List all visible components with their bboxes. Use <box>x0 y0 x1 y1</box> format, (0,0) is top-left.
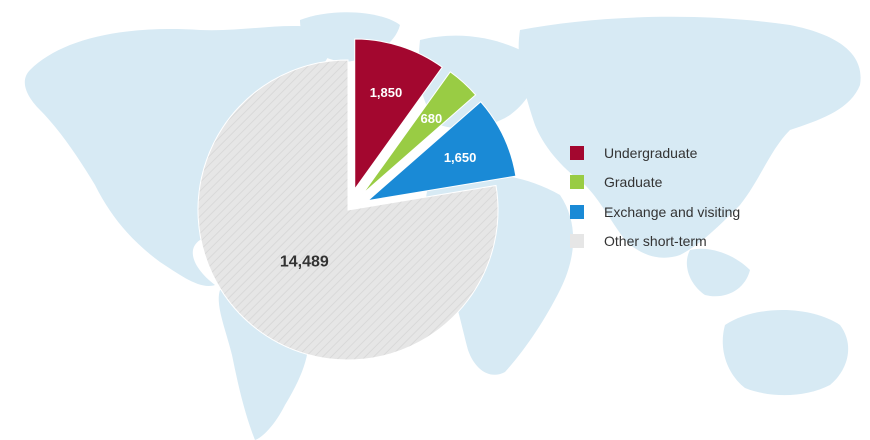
legend-label: Other short-term <box>604 233 707 250</box>
legend-item-undergraduate[interactable]: Undergraduate <box>570 138 740 168</box>
map-asia <box>518 16 861 258</box>
legend-swatch <box>570 175 584 190</box>
map-australia <box>722 310 849 396</box>
map-north-america <box>24 25 333 286</box>
pie-slice-graduate[interactable] <box>362 71 477 195</box>
map-southeast-asia <box>686 248 750 297</box>
legend-item-other-short-term[interactable]: Other short-term <box>570 227 740 257</box>
pie-slice-exchange-and-visiting[interactable] <box>366 101 517 202</box>
legend: Undergraduate Graduate Exchange and visi… <box>570 138 740 256</box>
data-label: 14,489 <box>280 253 329 270</box>
legend-swatch <box>570 234 584 249</box>
legend-item-graduate[interactable]: Graduate <box>570 168 740 198</box>
legend-label: Exchange and visiting <box>604 203 741 220</box>
pie-slice-other-short-term[interactable] <box>197 59 499 361</box>
legend-label: Undergraduate <box>604 144 698 161</box>
legend-swatch <box>570 145 584 160</box>
legend-label: Graduate <box>604 174 663 191</box>
legend-swatch <box>570 204 584 219</box>
legend-item-exchange-and-visiting[interactable]: Exchange and visiting <box>570 197 740 227</box>
data-label: 1,650 <box>444 150 477 165</box>
data-label: 1,850 <box>370 85 403 100</box>
data-label: 680 <box>420 111 442 126</box>
pie-slice-undergraduate[interactable] <box>354 38 443 191</box>
